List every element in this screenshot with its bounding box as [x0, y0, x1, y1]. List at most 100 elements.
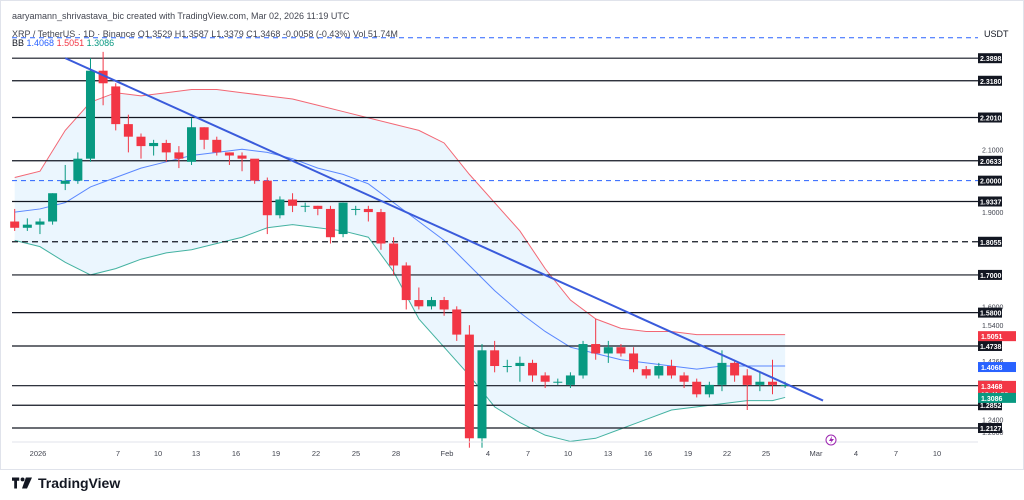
- price-tag-label: 1.5051: [981, 334, 1003, 341]
- candle: [742, 369, 752, 411]
- candle: [477, 344, 487, 448]
- candle-body: [426, 300, 436, 307]
- y-tick-label: 1.2000: [982, 430, 1004, 437]
- candle: [85, 58, 95, 162]
- currency-label: USDT: [984, 29, 1009, 39]
- price-levels-layer: [12, 37, 978, 429]
- candle-body: [679, 375, 689, 382]
- candle: [692, 378, 702, 398]
- candle-body: [161, 142, 171, 153]
- candle-body: [730, 362, 740, 376]
- x-tick-label: 4: [486, 449, 490, 458]
- candle: [389, 237, 399, 275]
- candle: [439, 296, 449, 316]
- price-level-tag: [978, 155, 1002, 166]
- y-tick-label: 2.1000: [982, 147, 1004, 154]
- candle-body: [224, 152, 234, 156]
- candle: [565, 372, 575, 389]
- candle-body: [275, 199, 285, 216]
- price-tag: [978, 331, 1016, 342]
- x-tick-label: 2026: [30, 449, 47, 458]
- y-tick-label: 1.5400: [982, 323, 1004, 330]
- candle: [111, 83, 121, 131]
- bb-basis-value: 1.4068: [26, 38, 55, 48]
- candle-body: [717, 362, 727, 385]
- candle-body: [591, 344, 601, 354]
- price-tag-label: 1.4068: [981, 365, 1003, 372]
- trendline: [64, 57, 824, 402]
- candle-body: [60, 180, 70, 184]
- candle-body: [578, 344, 588, 376]
- candle-body: [376, 212, 386, 244]
- candle-body: [755, 381, 765, 385]
- bb-band-fill: [14, 89, 786, 442]
- x-tick-label: 16: [232, 449, 240, 458]
- price-tag-label: 1.3468: [981, 384, 1003, 391]
- candle: [98, 51, 108, 106]
- x-tick-label: 22: [723, 449, 731, 458]
- candle: [35, 218, 45, 235]
- candle-body: [742, 375, 752, 385]
- candle-body: [313, 205, 323, 209]
- candle: [616, 344, 626, 357]
- candle: [275, 196, 285, 219]
- price-level-tag: [978, 112, 1002, 123]
- candle: [629, 347, 639, 373]
- candle: [490, 340, 500, 373]
- candle: [578, 340, 588, 379]
- candle: [212, 136, 222, 156]
- price-level-label: 1.7000: [980, 273, 1002, 280]
- candle-body: [389, 243, 399, 266]
- candle-body: [123, 124, 133, 137]
- price-tag-label: 1.3086: [981, 396, 1003, 403]
- candle: [237, 152, 247, 172]
- candle: [426, 296, 436, 310]
- candle-body: [452, 309, 462, 335]
- price-level-tag: [978, 196, 1002, 207]
- candle-body: [174, 152, 184, 159]
- bollinger-legend[interactable]: BB 1.4068 1.5051 1.3086: [12, 38, 114, 48]
- price-level-label: 2.2010: [980, 116, 1002, 123]
- x-tick-label: 13: [604, 449, 612, 458]
- candle-body: [187, 127, 197, 162]
- candle-body: [553, 381, 563, 383]
- candle-body: [73, 158, 83, 181]
- candle-body: [288, 199, 298, 206]
- candle: [250, 158, 260, 184]
- candle: [136, 133, 146, 159]
- candle: [199, 127, 209, 150]
- candle-body: [414, 300, 424, 307]
- price-level-label: 1.8055: [980, 240, 1002, 247]
- candle: [755, 372, 765, 392]
- candle-body: [666, 366, 676, 376]
- price-level-label: 2.0633: [980, 159, 1002, 166]
- candle: [401, 262, 411, 310]
- candle: [654, 362, 664, 379]
- candle: [174, 146, 184, 169]
- x-tick-label: 10: [564, 449, 572, 458]
- candle-body: [10, 221, 20, 228]
- candle: [502, 359, 512, 373]
- price-level-tag: [978, 340, 1002, 351]
- candle: [591, 318, 601, 360]
- price-level-label: 1.2127: [980, 426, 1002, 433]
- candle: [73, 152, 83, 184]
- candle: [60, 164, 70, 191]
- price-chart[interactable]: 2.10001.90001.60001.54001.42661.24001.20…: [0, 0, 1024, 470]
- candle-body: [338, 202, 348, 235]
- bb-band-layer: [14, 89, 786, 442]
- candle: [351, 205, 361, 216]
- x-tick-label: 19: [272, 449, 280, 458]
- symbol-ohlc-line[interactable]: XRP / TetherUS · 1D · Binance O1.3529 H1…: [12, 29, 398, 39]
- x-tick-label: 10: [933, 449, 941, 458]
- x-tick-label: Feb: [441, 449, 454, 458]
- x-tick-label: 7: [526, 449, 530, 458]
- bb-label: BB: [12, 38, 25, 48]
- price-level-label: 1.9337: [980, 199, 1002, 206]
- price-level-tag: [978, 175, 1002, 186]
- candle-body: [768, 381, 777, 385]
- candle-body: [212, 139, 222, 153]
- x-tick-label: 13: [192, 449, 200, 458]
- candle-body: [565, 375, 575, 385]
- x-tick-label: 19: [684, 449, 692, 458]
